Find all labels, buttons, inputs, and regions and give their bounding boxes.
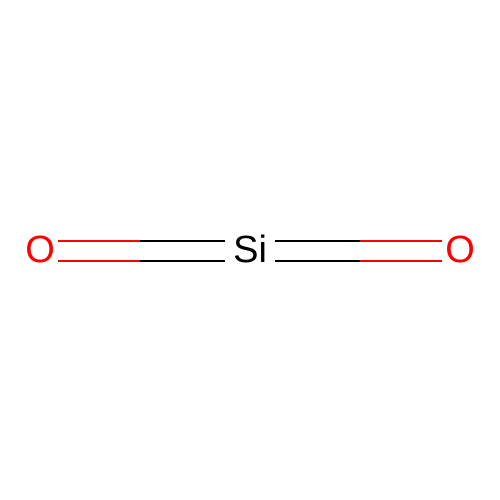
bond-line (140, 260, 225, 262)
bond-line (360, 260, 442, 262)
bond-line (140, 240, 225, 242)
bond-line (360, 240, 442, 242)
bond-line (58, 260, 140, 262)
atom-oxygen-left: O (25, 231, 55, 269)
molecule-canvas: O Si O (0, 0, 500, 500)
atom-oxygen-right: O (445, 231, 475, 269)
bond-line (275, 240, 360, 242)
bond-line (275, 260, 360, 262)
atom-silicon: Si (233, 231, 267, 269)
bond-line (58, 240, 140, 242)
